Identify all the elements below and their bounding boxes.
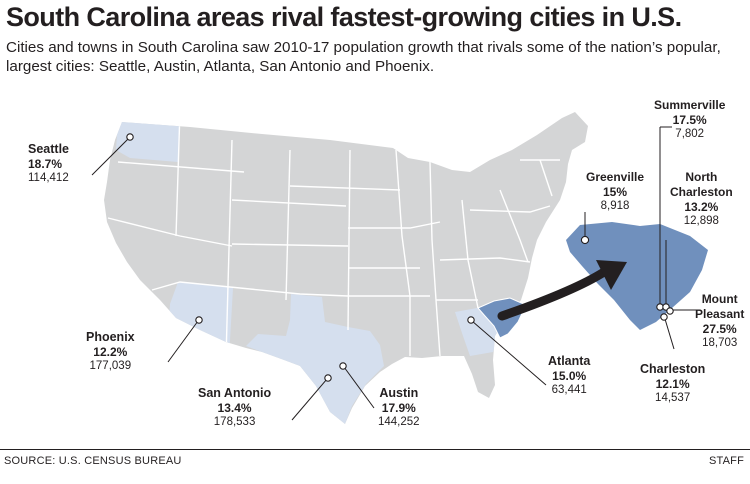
atlanta-growth: 15.0% (552, 369, 587, 383)
mount-pleasant-growth: 27.5% (702, 322, 737, 336)
summerville-marker (656, 303, 664, 311)
map-title: South Carolina areas rival fastest-growi… (6, 2, 682, 32)
greenville-name: Greenville (586, 170, 645, 184)
summerville-name: Summerville (654, 98, 726, 112)
north-charleston-name-line2: Charleston (670, 185, 733, 199)
san-antonio-marker (324, 374, 332, 382)
mount-pleasant-marker (666, 307, 674, 315)
mount-pleasant-population: 18,703 (702, 337, 738, 349)
callout-arrow-head (596, 260, 627, 290)
graphic-credit: STAFF (708, 455, 744, 467)
austin-marker (339, 362, 347, 370)
phoenix-marker (195, 316, 203, 324)
footer-divider (0, 449, 750, 450)
label-mount-pleasant: Mount Pleasant 27.5% 18,703 (695, 292, 744, 350)
atlanta-marker (467, 316, 475, 324)
map-subtitle: Cities and towns in South Carolina saw 2… (6, 39, 721, 75)
san-antonio-population: 178,533 (213, 416, 256, 428)
mount-pleasant-name-line1: Mount (701, 292, 738, 306)
south-carolina-large (566, 222, 708, 330)
summerville-growth: 17.5% (672, 113, 707, 127)
seattle-population: 114,412 (28, 172, 69, 184)
charleston-marker (660, 313, 668, 321)
summerville-population: 7,802 (675, 128, 705, 140)
phoenix-growth: 12.2% (93, 345, 128, 359)
north-charleston-growth: 13.2% (684, 200, 719, 214)
charleston-population: 14,537 (655, 392, 691, 404)
greenville-growth: 15% (603, 185, 628, 199)
seattle-growth: 18.7% (28, 157, 63, 171)
label-summerville: Summerville 17.5% 7,802 (654, 98, 725, 141)
city-markers (126, 133, 674, 382)
san-antonio-name: San Antonio (198, 386, 272, 400)
leader-lines (91, 126, 696, 421)
austin-growth: 17.9% (381, 401, 416, 415)
phoenix-name: Phoenix (86, 330, 135, 344)
texas-state (246, 294, 384, 424)
label-austin: Austin 17.9% 144,252 (378, 386, 420, 429)
label-phoenix: Phoenix 12.2% 177,039 (86, 330, 135, 373)
label-greenville: Greenville 15% 8,918 (586, 170, 644, 213)
greenville-population: 8,918 (600, 200, 630, 212)
austin-population: 144,252 (378, 416, 420, 428)
phoenix-population: 177,039 (89, 360, 132, 372)
seattle-marker (126, 133, 134, 141)
washington-state (116, 118, 180, 162)
austin-name: Austin (379, 386, 419, 400)
label-north-charleston: North Charleston 13.2% 12,898 (670, 170, 733, 228)
north-charleston-population: 12,898 (683, 215, 719, 227)
charleston-name: Charleston (640, 362, 706, 376)
label-seattle: Seattle 18.7% 114,412 (28, 142, 69, 185)
label-atlanta: Atlanta 15.0% 63,441 (548, 354, 590, 397)
label-charleston: Charleston 12.1% 14,537 (640, 362, 705, 405)
greenville-marker (580, 235, 590, 245)
charleston-growth: 12.1% (655, 377, 690, 391)
state-borders (107, 112, 560, 359)
callout-arrow (497, 267, 609, 321)
atlanta-name: Atlanta (548, 354, 591, 368)
san-antonio-growth: 13.4% (217, 401, 252, 415)
source-credit: SOURCE: U.S. CENSUS BUREAU (4, 455, 182, 467)
mount-pleasant-name-line2: Pleasant (695, 307, 745, 321)
label-san-antonio: San Antonio 13.4% 178,533 (198, 386, 271, 429)
seattle-name: Seattle (28, 142, 69, 156)
atlanta-population: 63,441 (551, 384, 587, 396)
north-charleston-name-line1: North (685, 170, 718, 184)
